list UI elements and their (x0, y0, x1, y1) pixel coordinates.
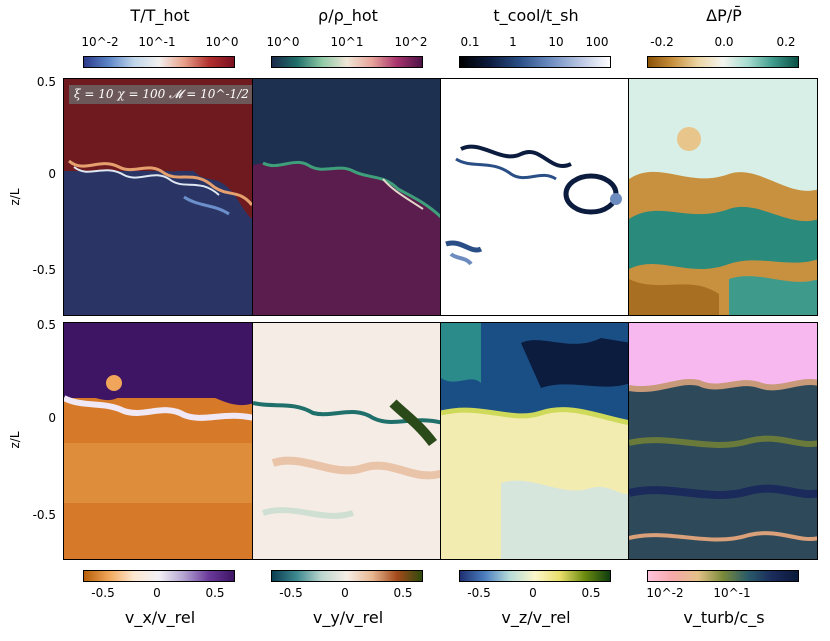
cbar-tick: 10^0 (205, 35, 239, 49)
cbar-tick: 10^2 (394, 35, 428, 49)
cbar-tick: 10^0 (266, 35, 300, 49)
cbar-tick: 0.2 (776, 35, 796, 49)
cbar-tick: 0.5 (205, 586, 225, 600)
title-vz: v_z/v_rel (501, 608, 571, 627)
panel-vy (252, 322, 442, 560)
cbar-tick: 0 (153, 586, 161, 600)
cbar-tick: 0 (341, 586, 349, 600)
y-tick-label: 0.5 (36, 318, 56, 332)
y-tick-label: -0.5 (32, 263, 56, 277)
title-density: ρ/ρ_hot (318, 6, 378, 25)
cbar-tick: 0 (529, 586, 537, 600)
cbar-tick: 0.5 (581, 586, 601, 600)
y-tick-label: 0 (48, 411, 56, 425)
cbar-tick: 1 (509, 35, 517, 49)
y-tick-label: -0.5 (32, 508, 56, 522)
title-temperature: T/T_hot (130, 6, 190, 25)
cbar-tick: -0.5 (279, 586, 303, 600)
panel-vz (440, 322, 630, 560)
y-tick-label: 0 (48, 167, 56, 181)
cbar-tick: 0.5 (393, 586, 413, 600)
title-vy: v_y/v_rel (312, 608, 384, 627)
panel-density (252, 78, 442, 316)
cbar-tick: 10^-2 (81, 35, 119, 49)
panel-vturb (628, 322, 818, 560)
parameter-annotation: ξ = 10 χ = 100 𝓜 = 10^-1/2 (69, 85, 252, 104)
cbar-tick: 100 (585, 35, 609, 49)
panel-vx (63, 322, 253, 560)
cbar-tick: -0.5 (467, 586, 491, 600)
cbar-tick: -0.2 (650, 35, 674, 49)
cbar-tick: 10^1 (330, 35, 364, 49)
title-pressure: ΔP/P̄ (706, 6, 742, 25)
cbar-tick: 10^-1 (138, 35, 176, 49)
panel-temperature: ξ = 10 χ = 100 𝓜 = 10^-1/2 (63, 78, 253, 316)
y-axis-title-bottom: z/L (8, 431, 22, 449)
cbar-tick: 10^-2 (646, 586, 684, 600)
y-tick-label: 0.5 (36, 75, 56, 89)
cbar-tick: 0.0 (714, 35, 734, 49)
panel-pressure (628, 78, 818, 316)
cbar-tick: -0.5 (91, 586, 115, 600)
y-axis-title-top: z/L (8, 188, 22, 206)
title-vx: v_x/v_rel (124, 608, 196, 627)
title-cooling-time: t_cool/t_sh (493, 6, 579, 25)
cbar-tick: 0.1 (460, 35, 480, 49)
cbar-tick: 10^-1 (713, 586, 751, 600)
cbar-tick: 10 (548, 35, 564, 49)
title-vturb: v_turb/c_s (683, 608, 765, 627)
panel-cooling-time (440, 78, 630, 316)
